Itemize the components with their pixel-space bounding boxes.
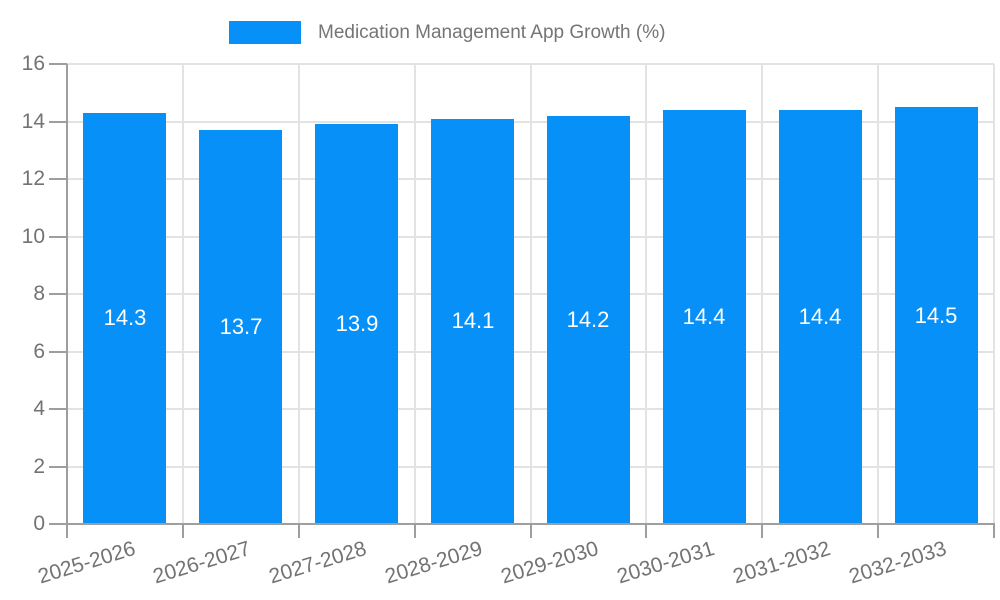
y-tick-label: 10 bbox=[21, 224, 45, 248]
x-gridline bbox=[297, 64, 300, 524]
y-tick-label: 6 bbox=[33, 339, 45, 363]
y-tick-label: 16 bbox=[21, 52, 45, 75]
y-tick bbox=[49, 465, 67, 468]
x-tick bbox=[993, 524, 995, 538]
y-tick bbox=[49, 350, 67, 353]
x-tick-label: 2028-2029 bbox=[382, 537, 486, 589]
x-gridline bbox=[529, 64, 532, 524]
bar[interactable] bbox=[431, 118, 514, 524]
x-tick-label: 2025-2026 bbox=[34, 537, 138, 589]
y-tick bbox=[49, 120, 67, 123]
bar[interactable] bbox=[895, 107, 978, 524]
x-tick-label: 2031-2032 bbox=[730, 537, 833, 589]
x-tick bbox=[297, 524, 300, 538]
y-tick-label: 14 bbox=[21, 109, 45, 133]
y-tick bbox=[49, 178, 67, 180]
x-tick-label: 2026-2027 bbox=[150, 537, 254, 589]
x-gridline bbox=[877, 64, 880, 524]
y-axis-line bbox=[66, 64, 68, 525]
bar[interactable] bbox=[779, 110, 862, 524]
y-tick-label: 8 bbox=[33, 282, 45, 305]
x-tick-label: 2029-2030 bbox=[498, 537, 602, 589]
bar-value-label: 14.4 bbox=[798, 304, 842, 329]
y-tick bbox=[49, 235, 67, 238]
x-tick bbox=[529, 524, 532, 538]
x-tick bbox=[66, 524, 68, 538]
bar[interactable] bbox=[547, 115, 630, 524]
x-tick-label: 2032-2033 bbox=[846, 537, 949, 589]
y-tick bbox=[49, 408, 67, 410]
x-gridline bbox=[181, 64, 184, 524]
y-tick-label: 0 bbox=[33, 512, 45, 535]
legend-item[interactable]: Medication Management App Growth (%) bbox=[229, 21, 665, 44]
bar[interactable] bbox=[663, 110, 746, 524]
x-tick bbox=[877, 524, 880, 538]
bar-value-label: 13.7 bbox=[219, 314, 263, 339]
bar-value-label: 14.4 bbox=[682, 304, 726, 329]
x-tick bbox=[413, 524, 416, 538]
x-gridline bbox=[993, 64, 995, 524]
bar[interactable] bbox=[199, 130, 282, 524]
x-tick bbox=[181, 524, 184, 538]
x-gridline bbox=[645, 64, 648, 524]
x-axis-line bbox=[66, 523, 995, 525]
y-tick-label: 4 bbox=[33, 397, 45, 420]
legend-label: Medication Management App Growth (%) bbox=[318, 21, 666, 43]
x-gridline bbox=[413, 64, 416, 524]
y-tick bbox=[49, 523, 67, 525]
legend-swatch bbox=[229, 21, 301, 44]
bar-value-label: 14.1 bbox=[451, 308, 495, 333]
x-tick bbox=[645, 524, 648, 538]
y-tick bbox=[49, 293, 67, 295]
bar[interactable] bbox=[83, 112, 166, 524]
bar-value-label: 14.2 bbox=[566, 307, 610, 332]
x-tick-label: 2030-2031 bbox=[614, 537, 718, 589]
y-tick-label: 12 bbox=[21, 167, 45, 190]
x-tick-label: 2027-2028 bbox=[266, 537, 370, 589]
y-tick bbox=[49, 63, 67, 65]
bar[interactable] bbox=[315, 124, 398, 524]
x-tick bbox=[761, 524, 764, 538]
bar-value-label: 13.9 bbox=[335, 311, 379, 336]
bar-value-label: 14.5 bbox=[914, 303, 958, 328]
y-tick-label: 2 bbox=[33, 454, 45, 478]
bar-value-label: 14.3 bbox=[103, 305, 147, 330]
x-gridline bbox=[761, 64, 764, 524]
